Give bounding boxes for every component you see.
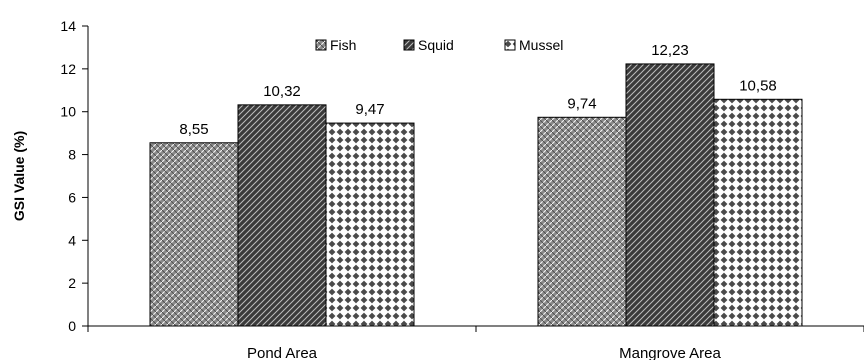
y-axis-title: GSI Value (%) — [11, 131, 27, 221]
legend-swatch-fish — [315, 39, 327, 51]
legend-label-squid: Squid — [418, 37, 454, 53]
legend-swatch-squid — [403, 39, 415, 51]
bar-squid-pond — [237, 104, 327, 327]
data-label: 9,47 — [355, 101, 384, 118]
bar-fish-mangrove — [537, 116, 627, 327]
y-tick-label: 4 — [68, 232, 76, 248]
data-label: 8,55 — [179, 121, 208, 138]
data-label: 12,23 — [651, 42, 689, 59]
bar-mussel-pond — [325, 122, 415, 327]
bar-mussel-mangrove — [713, 98, 803, 327]
data-label: 9,74 — [567, 95, 596, 112]
legend-label-mussel: Mussel — [519, 37, 563, 53]
y-tick-label: 2 — [68, 275, 76, 291]
data-label: 10,32 — [263, 83, 301, 100]
legend: Fish Squid Mussel — [315, 37, 563, 53]
y-tick-label: 12 — [60, 61, 76, 77]
y-tick-label: 0 — [68, 318, 76, 334]
legend-swatch-mussel — [504, 39, 516, 51]
bar-squid-mangrove — [625, 63, 715, 327]
y-tick-label: 14 — [60, 18, 76, 34]
bar-fish-pond — [149, 142, 239, 327]
data-label: 10,58 — [739, 77, 777, 94]
x-category-label: Mangrove Area — [619, 345, 721, 360]
y-axis: 0 2 4 6 8 10 12 14 — [60, 18, 89, 334]
bar-group: 8,55 10,32 9,47 9,74 12,23 10,58 — [149, 42, 803, 327]
y-tick-label: 10 — [60, 104, 76, 120]
y-tick-label: 6 — [68, 189, 76, 205]
x-category-label: Pond Area — [247, 345, 318, 360]
legend-label-fish: Fish — [330, 37, 356, 53]
x-axis: Pond Area Mangrove Area — [87, 325, 864, 360]
y-tick-label: 8 — [68, 147, 76, 163]
